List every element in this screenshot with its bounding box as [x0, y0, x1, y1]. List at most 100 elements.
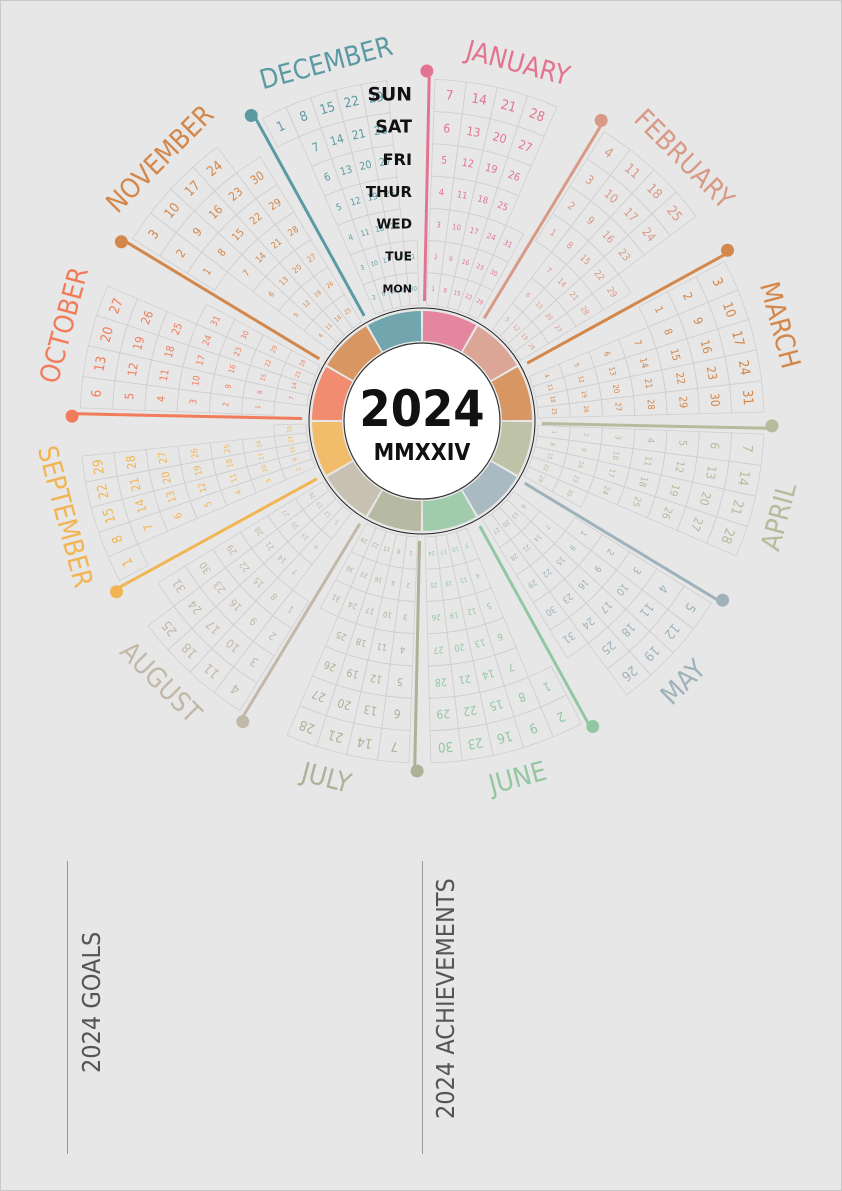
month-accent-line [72, 412, 303, 420]
day-number: 7 [288, 396, 295, 401]
day-number: 17 [382, 256, 391, 265]
day-number: 20 [99, 325, 118, 344]
day-number: 31 [209, 314, 223, 328]
month-january: 1234567891011121314151617181920212223242… [420, 34, 573, 352]
day-number: 21 [727, 498, 746, 517]
day-number: 11 [359, 227, 370, 238]
year-title: 2024 [359, 380, 484, 438]
day-number: 1 [409, 549, 413, 556]
day-number: 8 [216, 247, 229, 259]
day-number: 21 [294, 370, 303, 379]
day-number: 2 [554, 707, 567, 724]
month-name: MARCH [753, 279, 806, 372]
day-number: 26 [506, 169, 522, 185]
day-number: 23 [400, 286, 408, 294]
day-cell [273, 423, 308, 437]
day-number: 7 [241, 268, 253, 279]
year-roman: MMXXIV [374, 440, 471, 466]
day-number: 23 [560, 590, 575, 605]
day-number: 30 [565, 488, 576, 498]
day-number: 19 [130, 335, 147, 352]
month-dot [594, 113, 608, 127]
day-number: 28 [297, 716, 317, 735]
day-number: 21 [350, 126, 366, 143]
month-accent-line [526, 251, 730, 365]
day-number: 30 [248, 168, 267, 187]
day-number: 27 [553, 323, 564, 334]
day-number: 29 [526, 578, 538, 590]
day-number: 8 [269, 590, 280, 602]
day-number: 7 [141, 522, 157, 533]
day-number: 15 [230, 227, 247, 244]
day-number: 29 [267, 196, 284, 213]
day-number: 6 [707, 442, 722, 450]
day-number: 29 [436, 706, 451, 721]
day-number: 3 [583, 172, 597, 187]
day-number: 19 [312, 288, 323, 299]
day-cell [517, 95, 558, 137]
day-number: 26 [431, 612, 441, 622]
day-number: 3 [403, 612, 408, 621]
day-number: 7 [310, 140, 321, 156]
day-number: 18 [333, 314, 343, 324]
day-number: 27 [157, 451, 171, 465]
day-number: 28 [509, 552, 520, 563]
day-number: 7 [631, 339, 643, 348]
day-number: 30 [197, 559, 214, 576]
day-number: 4 [601, 145, 616, 162]
day-number: 16 [227, 363, 238, 375]
day-number: 22 [591, 268, 606, 283]
day-number: 10 [382, 609, 392, 619]
day-number: 23 [232, 346, 244, 358]
day-number: 23 [615, 247, 632, 264]
day-number: 9 [224, 384, 234, 390]
month-ring-segment [491, 421, 532, 475]
day-number: 19 [366, 191, 379, 204]
day-number: 3 [708, 276, 725, 289]
month-accent-line [121, 238, 321, 361]
day-number: 10 [451, 222, 461, 232]
weekday-label: SUN [368, 85, 413, 106]
day-number: 9 [527, 719, 539, 736]
weekday-labels: MON TUE WED THUR FRI SAT SUN [366, 85, 413, 296]
day-number: 7 [739, 444, 755, 453]
achievements-label: 2024 ACHIEVEMENTS [431, 878, 460, 1119]
day-number: 5 [333, 518, 340, 526]
day-number: 8 [396, 547, 401, 555]
day-number: 9 [292, 456, 300, 462]
day-number: 8 [564, 240, 575, 252]
day-number: 15 [453, 289, 461, 298]
month-accent-line [114, 477, 318, 591]
day-number: 28 [373, 122, 389, 138]
day-number: 1 [431, 286, 435, 293]
day-number: 23 [571, 474, 581, 484]
month-may: 1234567891011121314151617181920212223242… [462, 461, 730, 711]
month-ring-segment [368, 490, 422, 531]
day-number: 2 [295, 466, 303, 472]
day-number: 4 [228, 680, 243, 697]
day-number: 19 [580, 390, 589, 399]
weekday-label: MON [382, 282, 412, 295]
day-number: 13 [465, 124, 481, 140]
day-cell [96, 285, 138, 326]
day-number: 29 [91, 458, 108, 475]
day-cell [549, 616, 589, 659]
day-number: 26 [659, 505, 675, 521]
month-ring-segment [462, 326, 517, 381]
day-cell [360, 80, 391, 117]
day-number: 3 [613, 435, 622, 440]
day-number: 7 [390, 738, 399, 754]
month-name: FEBRUARY [628, 103, 740, 215]
month-accent-line [252, 113, 366, 317]
day-number: 6 [602, 350, 612, 358]
day-number: 6 [312, 542, 320, 551]
day-number: 27 [433, 644, 444, 656]
day-number: 3 [436, 220, 441, 229]
day-number: 15 [577, 252, 592, 267]
day-number: 29 [536, 474, 546, 484]
day-number: 16 [495, 727, 514, 745]
day-number: 26 [324, 279, 335, 290]
month-dot [109, 585, 123, 599]
day-number: 23 [359, 570, 369, 580]
day-number: 30 [239, 329, 251, 341]
